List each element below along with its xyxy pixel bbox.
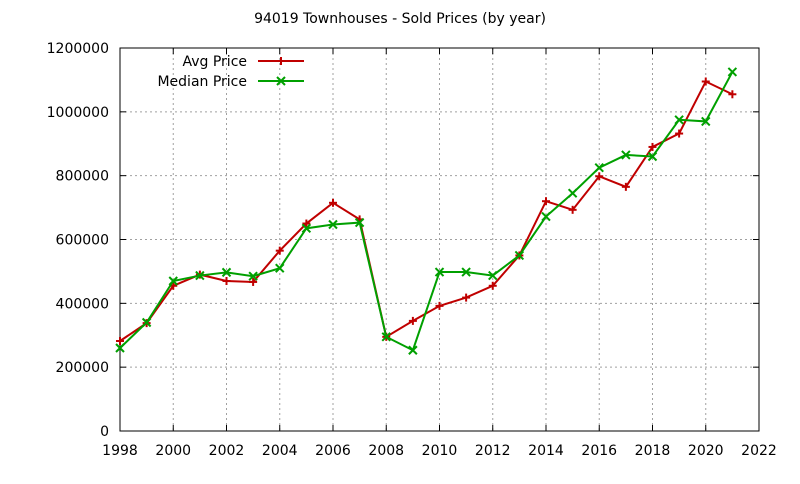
plus-marker	[277, 57, 285, 65]
y-tick-label: 400000	[56, 296, 109, 312]
y-tick-label: 600000	[56, 233, 109, 249]
plus-marker	[302, 219, 311, 228]
y-axis-tick-labels: 0 200000 400000 600000 800000 1000000 1200000	[47, 41, 109, 440]
plus-marker	[329, 198, 337, 207]
x-marker	[221, 267, 232, 278]
x-tick-label: 2022	[741, 443, 777, 459]
x-marker	[328, 219, 338, 230]
x-marker	[168, 276, 178, 286]
plus-marker	[648, 142, 657, 151]
series-line	[119, 80, 733, 342]
plus-marker	[275, 246, 284, 255]
plus-marker	[435, 301, 444, 310]
x-tick-label: 2008	[368, 443, 404, 459]
x-tick-label: 2012	[475, 443, 511, 459]
x-marker	[195, 270, 205, 281]
series-median-price	[115, 67, 738, 355]
plus-marker	[542, 197, 550, 206]
x-tick-label: 1998	[102, 443, 138, 459]
x-axis-tick-labels: 1998 2000 2002 2004 2006 2008 2010 2012 2014 2016…	[102, 443, 777, 459]
legend: Avg Price Median Price	[157, 54, 304, 90]
x-marker	[701, 116, 711, 127]
x-marker	[727, 67, 738, 77]
legend-label: Avg Price	[182, 54, 247, 70]
plus-marker	[116, 336, 124, 345]
series-avg-price	[116, 77, 737, 345]
x-marker	[488, 270, 498, 281]
x-tick-label: 2004	[262, 443, 298, 459]
x-marker	[275, 263, 285, 273]
x-marker	[301, 223, 312, 234]
x-marker	[248, 271, 258, 281]
plus-marker	[728, 90, 737, 99]
plus-marker	[675, 129, 684, 138]
x-marker	[434, 267, 445, 277]
plus-marker	[621, 182, 630, 191]
axis-ticks	[119, 47, 760, 432]
plus-marker	[249, 277, 258, 286]
x-marker	[141, 317, 152, 328]
y-tick-label: 1000000	[47, 105, 109, 121]
x-marker	[567, 188, 578, 198]
y-tick-label: 0	[100, 424, 109, 440]
x-tick-label: 2018	[635, 443, 671, 459]
y-tick-label: 200000	[56, 360, 109, 376]
plus-marker	[222, 276, 231, 285]
plus-marker	[568, 205, 577, 214]
series	[115, 67, 738, 355]
y-tick-label: 800000	[56, 169, 109, 185]
x-marker	[381, 332, 391, 342]
x-marker	[674, 115, 684, 125]
x-marker	[461, 267, 471, 277]
x-tick-label: 2016	[581, 443, 617, 459]
plus-marker	[408, 316, 417, 325]
x-tick-label: 2002	[209, 443, 245, 459]
x-marker	[514, 250, 525, 261]
plus-marker	[595, 172, 604, 181]
x-marker	[408, 345, 418, 355]
x-marker	[594, 162, 604, 173]
chart-title: 94019 Townhouses - Sold Prices (by year)	[254, 11, 546, 27]
x-marker	[354, 217, 365, 228]
x-marker	[276, 76, 286, 86]
x-tick-label: 2006	[315, 443, 351, 459]
x-marker	[541, 211, 551, 222]
y-tick-label: 1200000	[47, 41, 109, 57]
x-marker	[647, 151, 658, 162]
plus-marker	[488, 281, 497, 290]
series-line	[119, 71, 734, 352]
x-marker	[621, 150, 631, 160]
plus-marker	[462, 293, 471, 302]
legend-label: Median Price	[157, 74, 247, 90]
plus-marker	[701, 77, 710, 86]
x-tick-label: 2014	[528, 443, 564, 459]
x-tick-label: 2010	[422, 443, 458, 459]
x-tick-label: 2000	[155, 443, 191, 459]
x-tick-label: 2020	[688, 443, 724, 459]
grid	[120, 48, 759, 431]
x-marker	[115, 343, 125, 353]
